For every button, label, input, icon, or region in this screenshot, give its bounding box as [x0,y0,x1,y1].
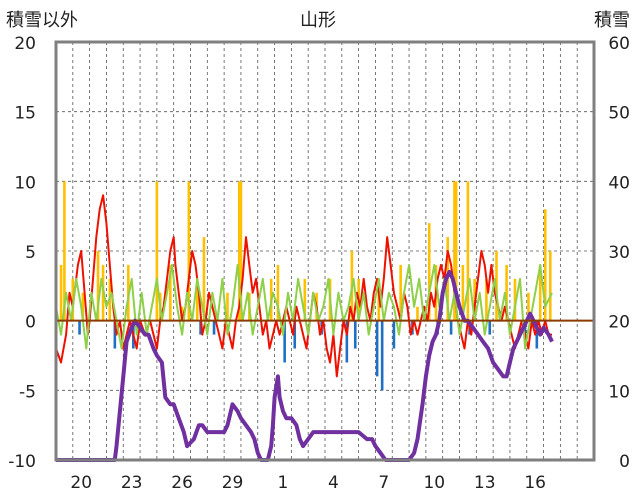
x-axis: 20 23 26 29 1 4 7 10 13 16 [70,473,546,493]
left-tick-label: 20 [14,34,36,54]
red-series-line [55,194,552,378]
orange-bar [513,278,517,321]
blue-bar [392,320,396,349]
blue-bar [449,320,453,335]
x-tick-label: 10 [423,473,445,493]
left-tick-label: 0 [25,313,36,333]
orange-bar [461,264,465,321]
blue-bar [199,320,202,335]
right-tick-label: 20 [608,313,630,333]
plot-frame [54,40,596,462]
orange-bar [239,181,243,321]
blue-bar [293,320,297,349]
left-tick-label: 15 [14,104,36,124]
blue-bar [212,320,216,335]
series-lines [55,194,554,462]
blue-bar [535,320,539,349]
orange-bar [63,181,66,321]
blue-bar [78,320,81,335]
left-tick-label: -5 [19,382,36,402]
x-tick-label: 7 [378,473,389,493]
right-tick-label: 60 [608,34,630,54]
orange-bar [454,181,458,321]
right-tick-label: 30 [608,243,630,263]
orange-bar [527,292,530,321]
left-tick-label: 10 [14,173,36,193]
blue-bar [353,320,357,349]
right-tick-label: 50 [608,104,630,124]
blue-bar [488,320,492,335]
orange-bar [59,264,63,321]
right-tick-label: 40 [608,173,630,193]
orange-bar [485,278,488,321]
orange-bar [226,292,229,321]
orange-bar [187,181,191,321]
orange-bar [237,181,241,321]
blue-bar [113,320,117,349]
orange-bar [81,292,85,321]
orange-bar [505,264,508,321]
orange-bar [155,181,159,321]
left-tick-label: 5 [25,243,36,263]
left-axis-label: 積雪以外 [6,10,78,31]
orange-bar [202,237,206,321]
orange-bar [548,251,552,321]
chart-title: 山形 [300,10,336,31]
left-tick-label: -10 [8,452,36,472]
left-y-axis: 20 15 10 5 0 -5 -10 [8,34,36,472]
x-tick-label: 4 [328,473,339,493]
orange-bar [303,278,307,321]
right-axis-label: 積雪 [594,10,630,31]
right-tick-label: 10 [608,382,630,402]
orange-bar [399,264,402,321]
orange-bar [416,306,419,321]
orange-bar [96,251,100,321]
blue-bar [345,320,349,363]
x-tick-label: 29 [222,473,244,493]
blue-bar [375,320,379,377]
blue-bar [380,320,384,391]
purple-series-line [56,269,554,462]
orange-bar [195,278,199,321]
x-tick-label: 20 [70,473,92,493]
orange-bar [538,264,542,321]
orange-bar [466,181,470,321]
orange-bar [169,264,172,321]
grid [56,42,594,460]
x-tick-label: 13 [474,473,496,493]
blue-bar [283,320,286,363]
orange-bar [276,264,280,321]
orange-bar [427,223,431,321]
x-tick-label: 1 [278,473,289,493]
right-tick-label: 0 [619,452,630,472]
x-tick-label: 16 [524,473,546,493]
x-tick-label: 26 [171,473,193,493]
orange-bar [543,209,547,321]
x-tick-label: 23 [121,473,143,493]
orange-bar [453,181,456,321]
right-y-axis: 60 50 40 30 20 10 0 [608,34,630,472]
